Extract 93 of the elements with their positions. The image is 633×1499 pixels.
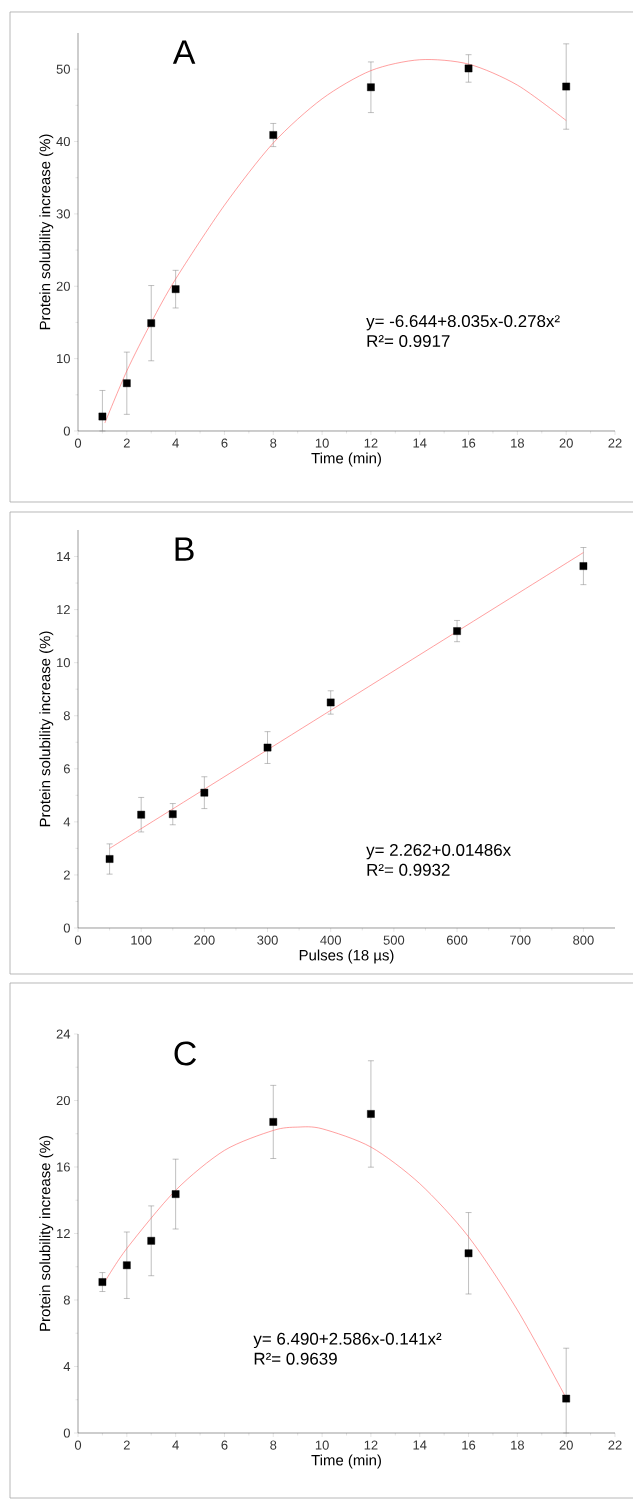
point <box>105 855 114 863</box>
x-tick-label: 12 <box>364 438 378 448</box>
x-tick-label: 14 <box>413 1440 427 1450</box>
x-tick-label: 14 <box>413 438 427 448</box>
x-tick-label: 4 <box>172 438 179 448</box>
x-tick-label: 0 <box>74 438 82 448</box>
point <box>171 285 180 293</box>
x-tick-label: 700 <box>510 935 531 945</box>
point <box>269 131 278 139</box>
x-tick-label: 600 <box>446 935 468 945</box>
y-tick-label: 0 <box>63 1428 70 1438</box>
annotation: y= 2.262+0.01486x <box>366 843 511 860</box>
point <box>123 1261 131 1270</box>
x-tick-label: 8 <box>270 438 277 448</box>
x-tick-label: 6 <box>221 438 228 448</box>
y-tick-label: 10 <box>57 658 70 668</box>
x-axis-title: Pulses (18 µs) <box>299 949 394 964</box>
x-tick-label: 22 <box>608 438 622 448</box>
y-tick-label: 8 <box>63 711 70 721</box>
y-tick-label: 20 <box>56 281 70 291</box>
chart-title: C <box>174 1041 196 1066</box>
y-tick-label: 24 <box>56 1029 71 1039</box>
y-tick-label: 8 <box>63 1295 70 1305</box>
x-tick-label: 8 <box>270 1440 277 1450</box>
chart-title: A <box>172 40 196 64</box>
x-tick-label: 4 <box>172 1440 179 1450</box>
point <box>562 1394 570 1403</box>
annotation: R²= 0.9639 <box>254 1352 337 1365</box>
y-axis-title: Protein solubility increase (%) <box>39 631 54 827</box>
chart-title: B <box>175 537 194 561</box>
point <box>562 82 570 91</box>
point <box>269 1118 278 1126</box>
y-tick-label: 2 <box>63 870 70 880</box>
point <box>137 810 145 819</box>
point <box>453 627 461 635</box>
x-tick-label: 800 <box>573 935 594 945</box>
x-tick-label: 20 <box>559 1440 573 1450</box>
x-tick-label: 10 <box>315 438 329 448</box>
y-tick-label: 50 <box>56 64 70 74</box>
point <box>98 1278 107 1286</box>
y-tick-label: 40 <box>56 136 70 147</box>
y-tick-label: 12 <box>57 605 70 615</box>
point <box>200 788 209 797</box>
x-tick-label: 100 <box>131 935 152 945</box>
y-axis-title: Protein solubility increase (%) <box>39 134 54 330</box>
x-tick-label: 6 <box>221 1440 228 1450</box>
x-tick-label: 500 <box>383 935 405 945</box>
x-tick-label: 20 <box>559 438 573 448</box>
x-tick-label: 300 <box>257 935 278 945</box>
x-tick-label: 18 <box>511 438 525 448</box>
point <box>123 379 131 388</box>
point <box>147 1237 156 1245</box>
annotation: R²= 0.9932 <box>367 863 450 876</box>
annotation: y= 6.490+2.586x-0.141x² <box>253 1332 442 1349</box>
y-tick-label: 14 <box>57 552 71 561</box>
x-tick-label: 0 <box>74 1440 82 1450</box>
point <box>464 1249 473 1258</box>
x-tick-label: 12 <box>364 1440 378 1450</box>
x-axis-title: Time (min) <box>311 452 381 467</box>
point <box>367 83 375 92</box>
point <box>464 64 473 73</box>
x-tick-label: 22 <box>608 1440 622 1450</box>
point <box>147 319 156 327</box>
point <box>98 412 107 421</box>
y-tick-label: 0 <box>63 426 70 436</box>
point <box>168 810 177 818</box>
y-tick-label: 20 <box>56 1095 70 1106</box>
y-tick-label: 6 <box>63 764 70 774</box>
point <box>326 698 335 707</box>
x-tick-label: 16 <box>462 1440 476 1450</box>
x-tick-label: 400 <box>320 935 342 945</box>
y-axis-title: Protein solubility increase (%) <box>39 1136 54 1331</box>
y-tick-label: 10 <box>57 354 70 364</box>
y-tick-label: 4 <box>63 1362 71 1371</box>
x-tick-label: 2 <box>123 438 130 448</box>
x-tick-label: 2 <box>123 1440 130 1450</box>
x-axis-title: Time (min) <box>311 1454 381 1469</box>
y-tick-label: 30 <box>56 209 70 219</box>
x-tick-label: 200 <box>194 935 215 945</box>
x-tick-label: 18 <box>511 1440 525 1450</box>
x-tick-label: 0 <box>74 935 82 945</box>
point <box>367 1110 375 1118</box>
annotation: R²= 0.9917 <box>367 335 450 348</box>
x-tick-label: 10 <box>315 1440 329 1450</box>
y-tick-label: 0 <box>63 923 70 933</box>
point <box>263 743 272 752</box>
point <box>579 562 588 570</box>
y-tick-label: 12 <box>57 1228 70 1239</box>
y-tick-label: 16 <box>57 1162 70 1172</box>
annotation: y= -6.644+8.035x-0.278x² <box>366 315 560 331</box>
y-tick-label: 4 <box>63 817 71 827</box>
point <box>171 1190 180 1198</box>
x-tick-label: 16 <box>462 438 476 448</box>
